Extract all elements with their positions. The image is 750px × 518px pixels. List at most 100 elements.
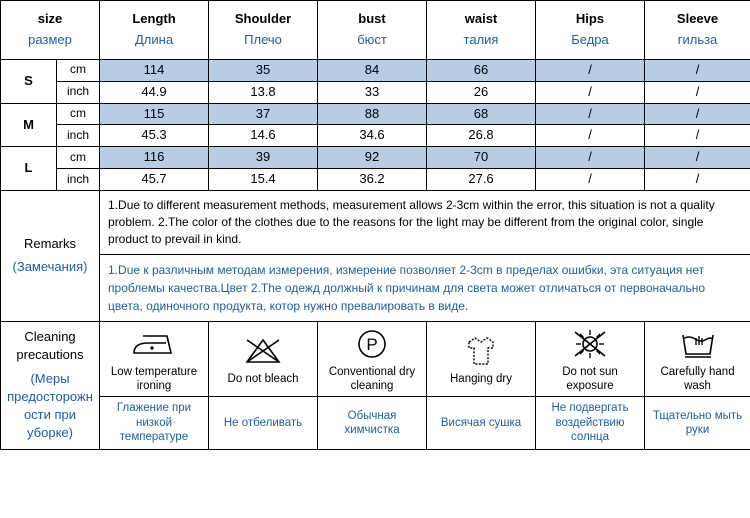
header-ru: Плечо bbox=[211, 32, 315, 49]
care-hangdry: Hanging dry bbox=[427, 321, 536, 397]
val: / bbox=[536, 59, 645, 81]
care-ru-text: Не подвергать воздействию солнца bbox=[536, 397, 645, 449]
care-ru-text: Тщательно мыть руки bbox=[645, 397, 750, 449]
care-nobleach: Do not bleach bbox=[209, 321, 318, 397]
val: 13.8 bbox=[209, 81, 318, 103]
dryclean-icon: P bbox=[348, 327, 396, 361]
care-text: Do not bleach bbox=[228, 373, 299, 385]
val: 44.9 bbox=[100, 81, 209, 103]
val: / bbox=[645, 59, 750, 81]
care-row-ru: Глажение при низкой температуре Не отбел… bbox=[1, 397, 750, 449]
unit-inch: inch bbox=[57, 81, 100, 103]
header-en: Hips bbox=[576, 11, 604, 26]
size-chart-table: size размер Length Длина Shoulder Плечо … bbox=[0, 0, 750, 450]
size-l-cm-row: L cm 116 39 92 70 / / bbox=[1, 147, 750, 169]
val: / bbox=[645, 169, 750, 191]
unit-cm: cm bbox=[57, 59, 100, 81]
val: 66 bbox=[427, 59, 536, 81]
care-text: Hanging dry bbox=[450, 373, 512, 385]
val: 92 bbox=[318, 147, 427, 169]
remarks-label-ru: (Замечания) bbox=[3, 259, 97, 276]
care-label-ru: (Меры предосторожности при уборке) bbox=[4, 370, 96, 443]
size-label: M bbox=[1, 103, 57, 147]
header-en: Shoulder bbox=[235, 11, 291, 26]
unit-cm: cm bbox=[57, 103, 100, 125]
header-ru: бюст bbox=[320, 32, 424, 49]
val: 115 bbox=[100, 103, 209, 125]
val: / bbox=[536, 103, 645, 125]
header-waist: waist талия bbox=[427, 1, 536, 60]
care-label: Cleaning precautions (Меры предосторожно… bbox=[1, 321, 100, 449]
header-length: Length Длина bbox=[100, 1, 209, 60]
size-m-cm-row: M cm 115 37 88 68 / / bbox=[1, 103, 750, 125]
header-sleeve: Sleeve гильза bbox=[645, 1, 750, 60]
nobleach-icon bbox=[239, 334, 287, 368]
val: 39 bbox=[209, 147, 318, 169]
iron-icon bbox=[130, 327, 178, 361]
val: 68 bbox=[427, 103, 536, 125]
care-text: Conventional dry cleaning bbox=[329, 366, 415, 392]
val: 33 bbox=[318, 81, 427, 103]
header-bust: bust бюст bbox=[318, 1, 427, 60]
care-handwash: Carefully hand wash bbox=[645, 321, 750, 397]
header-hips: Hips Бедра bbox=[536, 1, 645, 60]
size-l-inch-row: inch 45.7 15.4 36.2 27.6 / / bbox=[1, 169, 750, 191]
header-en: size bbox=[38, 11, 63, 26]
header-ru: талия bbox=[429, 32, 533, 49]
val: / bbox=[536, 147, 645, 169]
val: / bbox=[536, 169, 645, 191]
val: 70 bbox=[427, 147, 536, 169]
size-s-cm-row: S cm 114 35 84 66 / / bbox=[1, 59, 750, 81]
remarks-row: Remarks (Замечания) 1.Due to different m… bbox=[1, 191, 750, 254]
val: 84 bbox=[318, 59, 427, 81]
unit-inch: inch bbox=[57, 125, 100, 147]
care-ru-text: Не отбеливать bbox=[209, 397, 318, 449]
val: / bbox=[536, 125, 645, 147]
hangdry-icon bbox=[457, 334, 505, 368]
val: / bbox=[645, 147, 750, 169]
val: 36.2 bbox=[318, 169, 427, 191]
size-s-inch-row: inch 44.9 13.8 33 26 / / bbox=[1, 81, 750, 103]
care-ru-text: Висячая сушка bbox=[427, 397, 536, 449]
care-dryclean: P Conventional dry cleaning bbox=[318, 321, 427, 397]
val: 26.8 bbox=[427, 125, 536, 147]
header-ru: гильза bbox=[647, 32, 748, 49]
val: 45.7 bbox=[100, 169, 209, 191]
size-m-inch-row: inch 45.3 14.6 34.6 26.8 / / bbox=[1, 125, 750, 147]
val: / bbox=[536, 81, 645, 103]
val: 35 bbox=[209, 59, 318, 81]
header-en: waist bbox=[465, 11, 498, 26]
care-ru-text: Глажение при низкой температуре bbox=[100, 397, 209, 449]
val: / bbox=[645, 103, 750, 125]
care-text: Low temperature ironing bbox=[111, 366, 197, 392]
care-iron: Low temperature ironing bbox=[100, 321, 209, 397]
header-shoulder: Shoulder Плечо bbox=[209, 1, 318, 60]
size-label: S bbox=[1, 59, 57, 103]
care-nosun: Do not sun exposure bbox=[536, 321, 645, 397]
header-en: Sleeve bbox=[677, 11, 718, 26]
val: 114 bbox=[100, 59, 209, 81]
val: 34.6 bbox=[318, 125, 427, 147]
svg-text:P: P bbox=[366, 335, 377, 354]
val: 15.4 bbox=[209, 169, 318, 191]
val: 37 bbox=[209, 103, 318, 125]
header-size: size размер bbox=[1, 1, 100, 60]
care-text: Do not sun exposure bbox=[562, 366, 618, 392]
unit-inch: inch bbox=[57, 169, 100, 191]
val: 116 bbox=[100, 147, 209, 169]
header-en: Length bbox=[132, 11, 175, 26]
val: 26 bbox=[427, 81, 536, 103]
nosun-icon bbox=[566, 327, 614, 361]
handwash-icon bbox=[674, 327, 722, 361]
remarks-text-en: 1.Due to different measurement methods, … bbox=[100, 191, 750, 254]
val: 45.3 bbox=[100, 125, 209, 147]
size-label: L bbox=[1, 147, 57, 191]
remarks-label: Remarks (Замечания) bbox=[1, 191, 100, 321]
val: 88 bbox=[318, 103, 427, 125]
remarks-label-en: Remarks bbox=[24, 236, 76, 251]
unit-cm: cm bbox=[57, 147, 100, 169]
header-row: size размер Length Длина Shoulder Плечо … bbox=[1, 1, 750, 60]
header-ru: Бедра bbox=[538, 32, 642, 49]
remarks-text-ru: 1.Due к различным методам измерения, изм… bbox=[100, 254, 750, 321]
val: / bbox=[645, 125, 750, 147]
